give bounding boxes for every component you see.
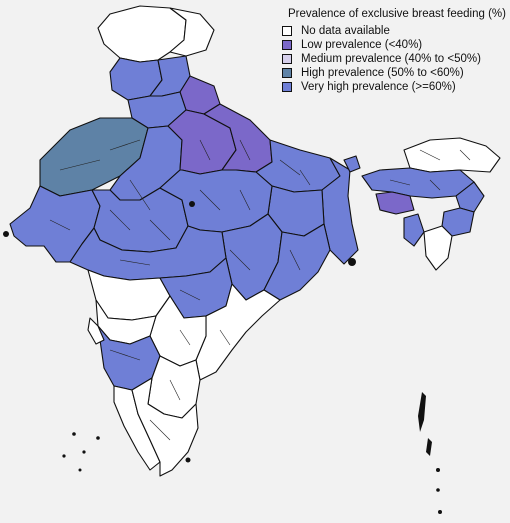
legend-label-medium: Medium prevalence (40% to <50%) — [301, 52, 481, 65]
legend-item-no-data: No data available — [282, 24, 504, 37]
legend-label-high: High prevalence (50% to <60%) — [301, 66, 464, 79]
legend-label-very-high: Very high prevalence (>=60%) — [301, 80, 456, 93]
district-boundaries — [49, 139, 471, 441]
map-legend: Prevalence of exclusive breast feeding (… — [282, 8, 506, 94]
islands — [3, 201, 442, 514]
legend-swatch-high — [282, 67, 292, 78]
legend-item-very-high: Very high prevalence (>=60%) — [282, 80, 504, 93]
legend-swatch-medium — [282, 53, 292, 64]
legend-label-no-data: No data available — [301, 24, 390, 37]
region-sikkim — [343, 155, 361, 173]
legend-item-low: Low prevalence (<40%) — [282, 38, 504, 51]
legend-swatch-low — [282, 39, 292, 50]
legend-item-high: High prevalence (50% to <60%) — [282, 66, 504, 79]
region-odisha — [263, 223, 331, 301]
legend-label-low: Low prevalence (<40%) — [301, 38, 423, 51]
legend-title: Prevalence of exclusive breast feeding (… — [288, 8, 506, 20]
region-mizoram — [423, 225, 453, 271]
region-kashmir — [97, 5, 187, 63]
region-goa — [87, 317, 105, 345]
legend-item-medium: Medium prevalence (40% to <50%) — [282, 52, 504, 65]
region-arunachal — [403, 137, 501, 173]
region-west-bengal — [321, 157, 359, 265]
region-nagaland — [455, 181, 485, 213]
legend-swatch-very-high — [282, 81, 292, 92]
region-meghalaya — [375, 191, 415, 215]
region-tripura — [403, 213, 425, 247]
region-tamil-nadu-south — [131, 377, 199, 477]
legend-swatch-no-data — [282, 25, 292, 36]
